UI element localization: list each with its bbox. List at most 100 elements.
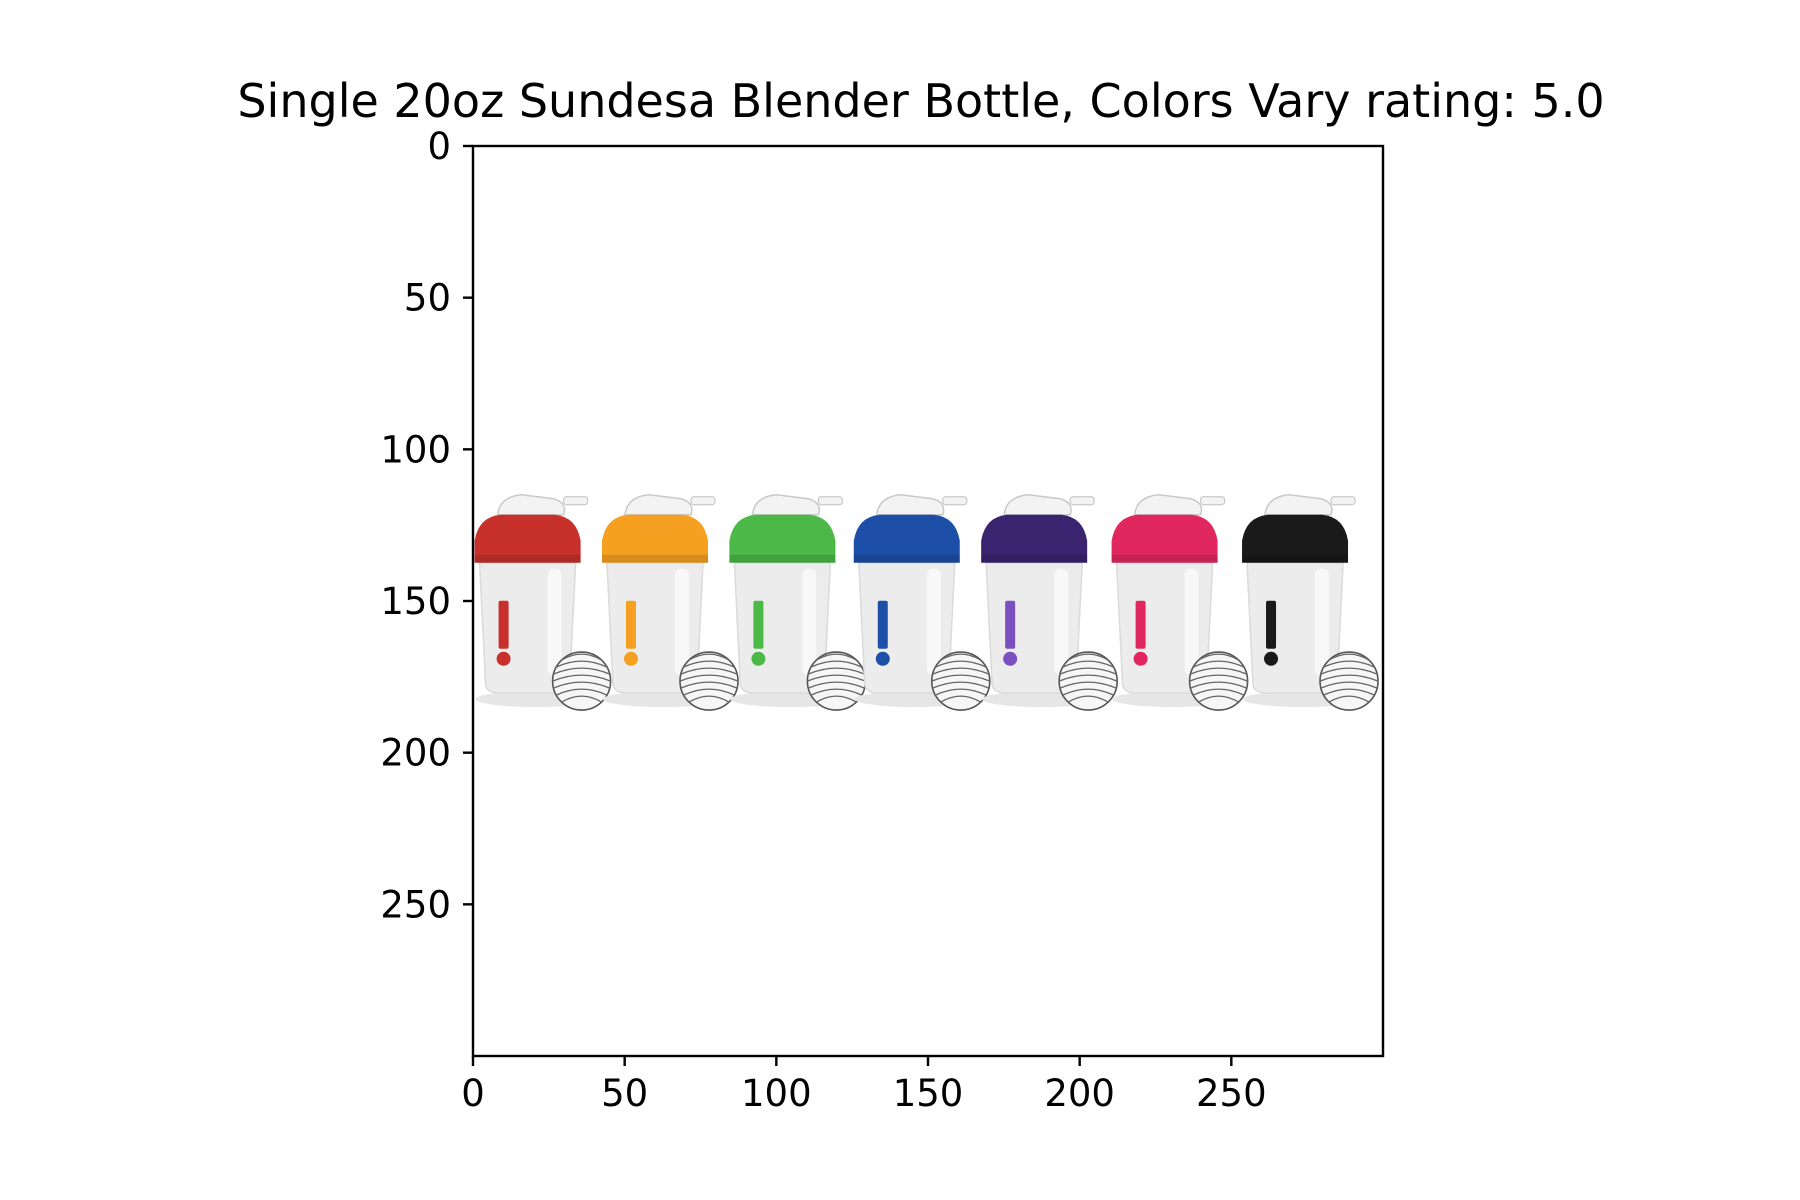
whisk-wire (1190, 681, 1247, 689)
y-tick-label: 50 (404, 277, 451, 320)
bottle-highlight (1315, 568, 1330, 676)
whisk-wire (680, 681, 738, 689)
cap-tab (817, 496, 844, 506)
whisk-wire (1198, 695, 1239, 703)
x-tick-label: 150 (893, 1072, 964, 1115)
logo-mark (1135, 600, 1146, 649)
lid-rim (729, 554, 836, 563)
whisk-wire (1323, 660, 1375, 668)
whisk-wire (1189, 674, 1248, 682)
whisk-wire (940, 695, 982, 703)
shaker-bottle (1111, 494, 1249, 711)
lid-rim (853, 554, 960, 563)
cap-tab (1069, 496, 1095, 506)
whisk-wire (555, 660, 608, 668)
logo-mark (877, 600, 888, 649)
whisk-ball (1058, 651, 1118, 711)
whisk-wire (808, 667, 865, 675)
shaker-bottle (602, 494, 739, 711)
whisk-wire (1059, 667, 1117, 675)
chart-title: Single 20oz Sundesa Blender Bottle, Colo… (237, 74, 1604, 128)
lid-rim (602, 554, 708, 563)
y-tick-label: 250 (380, 883, 451, 926)
whisk-wire (807, 674, 866, 682)
bottle-highlight (675, 568, 689, 676)
plot-area (471, 144, 1385, 1058)
cap-tab (562, 496, 589, 506)
bottle-highlight (547, 568, 562, 676)
logo-mark (753, 600, 764, 649)
whisk-wire (935, 688, 987, 696)
lid-rim (981, 554, 1088, 563)
whisk-wire (810, 688, 863, 696)
whisk-wire (940, 653, 982, 661)
whisk-wire (680, 667, 738, 675)
whisk-wire (816, 653, 857, 661)
bottle-highlight (1054, 568, 1069, 676)
whisk-wire (1192, 660, 1245, 668)
logo-dot (624, 651, 638, 666)
whisk-wire (1320, 681, 1378, 689)
whisk-wire (1320, 667, 1378, 675)
whisk-wire (553, 681, 610, 689)
bottle-highlight (1184, 568, 1199, 676)
x-tick-label: 250 (1196, 1072, 1267, 1115)
whisk-ball (551, 651, 612, 711)
logo-dot (1003, 651, 1018, 666)
cap-tab (1199, 496, 1226, 506)
whisk-wire (1062, 660, 1114, 668)
whisk-wire (932, 667, 990, 675)
whisk-wire (932, 681, 990, 689)
whisk-wire (561, 695, 602, 703)
x-tick-label: 50 (601, 1072, 648, 1115)
logo-mark (1005, 600, 1016, 649)
logo-dot (875, 651, 890, 666)
whisk-wire (931, 674, 991, 682)
flip-cap (496, 494, 566, 516)
flip-cap (751, 494, 821, 516)
logo-mark (1266, 600, 1277, 649)
whisk-wire (1067, 653, 1109, 661)
whisk-wire (1319, 674, 1379, 682)
whisk-wire (688, 653, 730, 661)
whisk-wire (1062, 688, 1114, 696)
whisk-wire (561, 653, 602, 661)
bottle-highlight (802, 568, 817, 676)
bottle-lid (474, 514, 581, 563)
bottle-highlight (926, 568, 941, 676)
bottle-lid (1111, 514, 1218, 563)
y-axis: 0 50 100 150 200 250 (380, 125, 473, 926)
whisk-wire (555, 688, 608, 696)
x-tick-label: 100 (741, 1072, 812, 1115)
y-tick-label: 0 (427, 125, 451, 168)
whisk-wire (1192, 688, 1245, 696)
lid-rim (1242, 554, 1349, 563)
whisk-wire (1190, 667, 1247, 675)
bottle-lid (602, 514, 708, 563)
shaker-bottle (981, 494, 1118, 711)
whisk-ball (930, 651, 991, 711)
whisk-wire (552, 674, 611, 682)
lid-rim (1111, 554, 1218, 563)
flip-cap (1264, 494, 1333, 516)
bottle-lid (1242, 514, 1349, 563)
whisk-wire (553, 667, 610, 675)
whisk-wire (1059, 681, 1117, 689)
flip-cap (624, 494, 693, 516)
cap-tab (690, 496, 716, 506)
x-tick-label: 200 (1044, 1072, 1115, 1115)
whisk-ball (806, 651, 867, 711)
whisk-wire (688, 695, 730, 703)
x-tick-label: 0 (461, 1072, 485, 1115)
bottle-lid (981, 514, 1088, 563)
shaker-bottle (474, 494, 612, 711)
whisk-wire (1328, 653, 1370, 661)
shaker-bottle (729, 494, 867, 711)
logo-mark (498, 600, 509, 649)
shaker-bottle (1242, 494, 1379, 711)
cap-tab (1330, 496, 1356, 506)
whisk-wire (1323, 688, 1375, 696)
logo-mark (626, 600, 636, 649)
whisk-wire (810, 660, 863, 668)
